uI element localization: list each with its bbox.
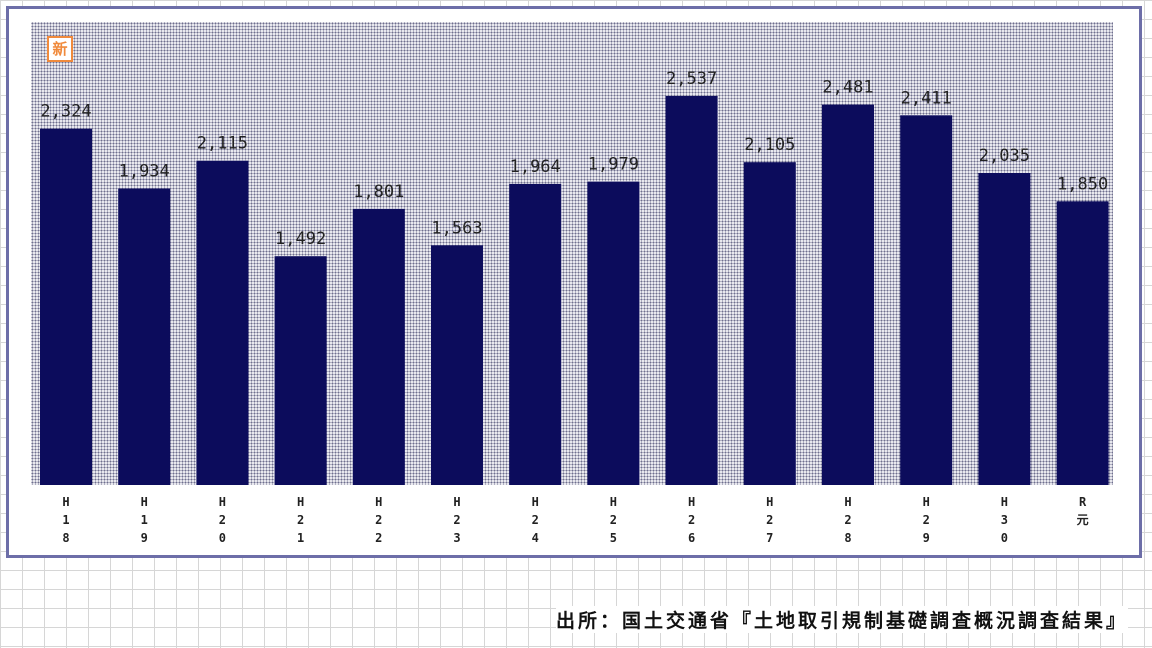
x-tick-label: 元 — [1077, 513, 1089, 527]
x-tick-label: H — [1001, 495, 1008, 509]
x-tick-label: 0 — [1001, 531, 1008, 545]
bar-H27 — [743, 162, 796, 485]
x-tick-label: H — [62, 495, 69, 509]
source-caption: 出所：国土交通省『土地取引規制基礎調査概況調査結果』 — [555, 606, 1128, 633]
bar-H18 — [40, 128, 92, 485]
x-tick-label: 9 — [141, 531, 148, 545]
value-label: 2,411 — [901, 88, 952, 108]
x-tick-label: 8 — [844, 531, 851, 545]
x-tick-label: 2 — [532, 513, 539, 527]
x-tick-label: 2 — [766, 513, 773, 527]
value-label: 1,964 — [510, 157, 561, 177]
bar-H28 — [822, 104, 874, 485]
x-tick-label: 2 — [219, 513, 226, 527]
x-tick-label: 1 — [297, 531, 304, 545]
x-tick-label: 1 — [141, 513, 148, 527]
x-tick-label: 2 — [375, 531, 382, 545]
x-tick-label: 2 — [923, 513, 930, 527]
bar-H25 — [587, 181, 640, 485]
bar-H30 — [978, 173, 1031, 485]
value-label: 1,801 — [353, 182, 404, 202]
value-label: 2,035 — [979, 146, 1030, 166]
bar-H20 — [196, 160, 249, 485]
x-tick-label: 3 — [1001, 513, 1008, 527]
value-label: 1,492 — [275, 229, 326, 249]
x-tick-label: 0 — [219, 531, 226, 545]
x-tick-label: H — [844, 495, 851, 509]
x-tick-label: R — [1079, 495, 1087, 509]
bar-H21 — [274, 256, 327, 485]
bar-H19 — [118, 188, 171, 485]
value-label: 1,934 — [119, 162, 170, 182]
x-tick-label: 8 — [62, 531, 69, 545]
x-tick-label: 2 — [844, 513, 851, 527]
x-tick-label: H — [297, 495, 304, 509]
value-label: 2,324 — [40, 102, 91, 122]
value-label: 1,563 — [431, 218, 482, 238]
value-label: 1,979 — [588, 155, 639, 175]
x-tick-label: 7 — [766, 531, 773, 545]
value-label: 2,105 — [744, 135, 795, 155]
x-tick-label: H — [923, 495, 930, 509]
new-badge: 新 — [47, 36, 73, 62]
x-tick-label: 1 — [62, 513, 69, 527]
bar-H24 — [509, 183, 562, 485]
value-label: 1,850 — [1057, 174, 1108, 194]
bar-R元 — [1056, 201, 1109, 486]
x-tick-label: 3 — [453, 531, 460, 545]
x-tick-label: H — [219, 495, 226, 509]
bar-H26 — [665, 96, 718, 485]
x-tick-label: 2 — [688, 513, 695, 527]
x-tick-label: H — [375, 495, 382, 509]
x-tick-label: 6 — [688, 531, 695, 545]
bar-H23 — [431, 245, 483, 485]
value-label: 2,481 — [822, 78, 873, 98]
x-tick-label: 9 — [923, 531, 930, 545]
x-tick-label: H — [453, 495, 460, 509]
x-tick-label: 2 — [297, 513, 304, 527]
x-tick-label: H — [766, 495, 773, 509]
x-tick-label: 5 — [610, 531, 617, 545]
x-tick-label: 4 — [532, 531, 539, 545]
bar-H22 — [352, 208, 405, 485]
value-label: 2,115 — [197, 134, 248, 154]
x-tick-label: 2 — [610, 513, 617, 527]
x-tick-label: 2 — [375, 513, 382, 527]
x-tick-label: H — [610, 495, 617, 509]
x-tick-label: H — [688, 495, 695, 509]
x-tick-label: 2 — [453, 513, 460, 527]
bar-chart: 2,324 H 1 8 1,934 H 1 9 2,115 H 2 0 1,492 H 2 1 1,801 H 2 2… — [40, 69, 1109, 545]
value-label: 2,537 — [666, 69, 717, 89]
bar-H29 — [900, 115, 953, 486]
x-tick-label: H — [141, 495, 148, 509]
x-tick-label: H — [532, 495, 539, 509]
